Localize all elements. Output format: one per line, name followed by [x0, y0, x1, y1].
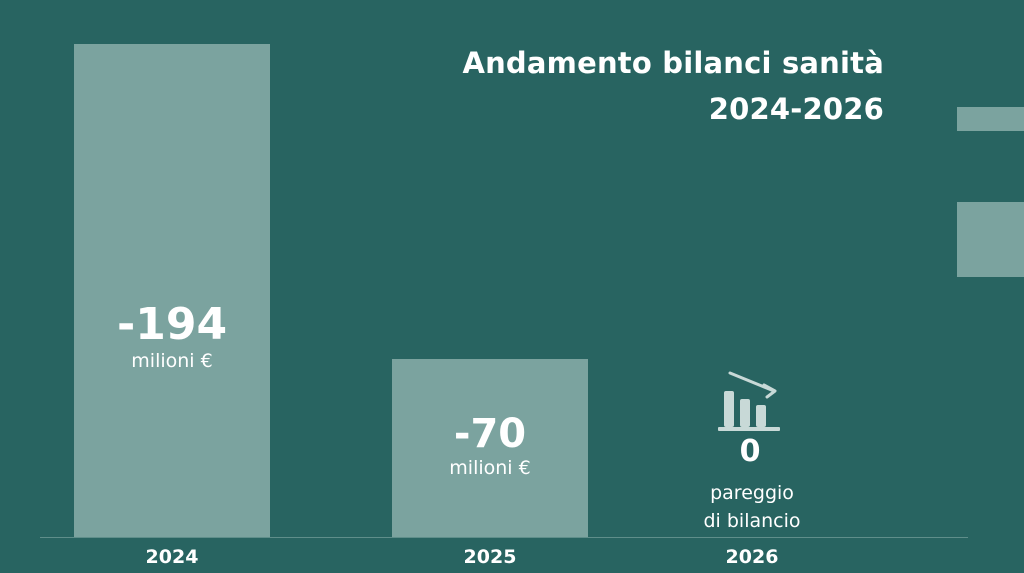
value-label-2024: -194	[116, 299, 228, 350]
break-even-label-line2: di bilancio	[703, 510, 801, 532]
x-tick-2025: 2025	[463, 546, 517, 568]
x-tick-2024: 2024	[145, 546, 199, 568]
break-even-label-line1: pareggio	[710, 482, 794, 504]
value-label-2026: 0	[739, 434, 761, 469]
bar-2024	[74, 44, 270, 537]
unit-label-2025: milioni €	[449, 457, 531, 480]
chart-title: Andamento bilanci sanità	[462, 46, 884, 80]
value-label-2025: -70	[453, 411, 527, 458]
decorative-block-bottom	[957, 202, 1024, 277]
decorative-block-top	[957, 107, 1024, 131]
x-axis-baseline	[40, 537, 968, 538]
x-tick-2026: 2026	[725, 546, 779, 568]
chart-subtitle: 2024-2026	[708, 92, 884, 126]
unit-label-2024: milioni €	[131, 350, 213, 372]
bar-2025	[392, 359, 588, 537]
declining-bar-chart-icon	[718, 371, 780, 431]
